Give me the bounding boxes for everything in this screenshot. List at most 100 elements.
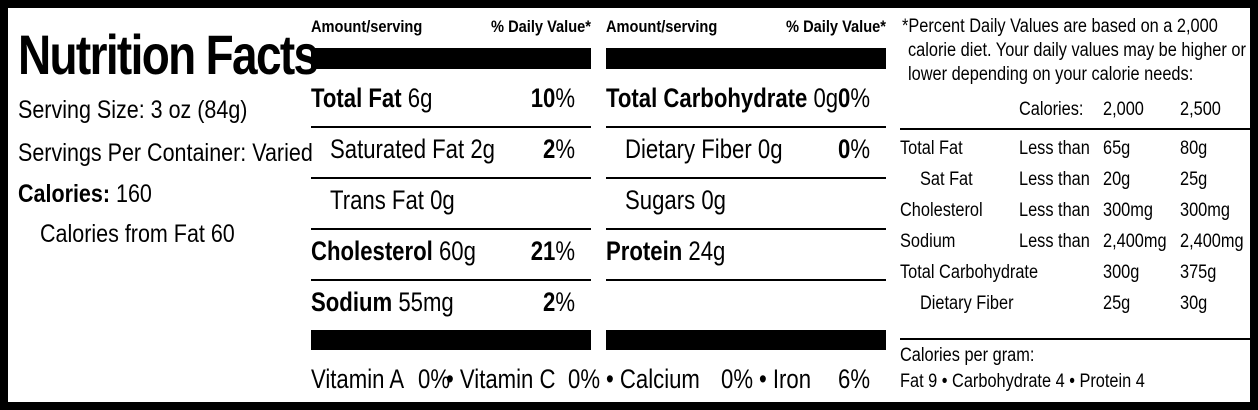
calories-per-gram-values: Fat 9 • Carbohydrate 4 • Protein 4	[900, 371, 1145, 392]
pct-sign: %	[555, 83, 575, 113]
divider	[311, 228, 591, 230]
col1-thick-bar-bottom	[311, 330, 591, 350]
fn-row-limit: Less than	[1019, 231, 1090, 252]
pct-number: 2	[542, 287, 556, 317]
footnote-divider	[900, 128, 1252, 130]
fn-row-2500: 2,400mg	[1180, 231, 1244, 252]
col2-thick-bar-bottom	[606, 330, 886, 350]
col2-row-protein: Protein 24g	[606, 236, 725, 267]
fn-row-name: Cholesterol	[900, 200, 983, 221]
fn-row-2500: 375g	[1180, 262, 1217, 283]
col1-row-total-fat: Total Fat 6g	[311, 83, 432, 114]
row-name: Dietary Fiber	[625, 134, 752, 164]
vitamin-c: • Vitamin C	[446, 364, 556, 394]
fn-row-2500: 25g	[1180, 169, 1208, 190]
serving-size: Serving Size: 3 oz (84g)	[18, 96, 248, 124]
divider	[606, 126, 886, 128]
divider	[606, 177, 886, 179]
row-name: Sugars	[625, 185, 696, 215]
row-amount: 55mg	[398, 287, 454, 317]
pct-number: 0	[837, 134, 851, 164]
col2-header-dv: % Daily Value*	[786, 17, 886, 36]
fn-row-2000: 20g	[1103, 169, 1131, 190]
row-amount: 2g	[470, 134, 495, 164]
col1-pct-saturated-fat: 2%	[543, 134, 575, 165]
fn-row-name: Sat Fat	[920, 169, 973, 190]
col2-pct-total-carbohydrate: 0%	[838, 83, 870, 114]
calcium: • Calcium	[606, 364, 700, 394]
calories-from-fat: Calories from Fat 60	[40, 220, 235, 248]
vitamin-a-value: 0%	[418, 364, 451, 394]
fn-row-name: Total Fat	[900, 138, 963, 159]
vitamin-c-value: 0%	[568, 364, 601, 394]
col1-pct-sodium: 2%	[543, 287, 575, 318]
row-name: Total Carbohydrate	[606, 83, 808, 113]
fn-row-name: Dietary Fiber	[920, 293, 1014, 314]
col1-row-sodium: Sodium 55mg	[311, 287, 454, 318]
calories-label: Calories:	[18, 180, 111, 208]
iron-value: 6%	[837, 364, 870, 394]
col1-header-dv: % Daily Value*	[491, 17, 591, 36]
col2-row-sugars: Sugars 0g	[625, 185, 726, 216]
pct-number: 21	[530, 236, 556, 266]
servings-per-container: Servings Per Container: Varied	[18, 139, 313, 167]
row-amount: 6g	[407, 83, 433, 113]
footnote-col-2500: 2,500	[1180, 99, 1221, 120]
col1-row-trans-fat: Trans Fat 0g	[330, 185, 455, 216]
title: Nutrition Facts	[18, 23, 319, 86]
col2-thick-bar-top	[606, 48, 886, 69]
calories-line: Calories: 160	[18, 180, 152, 209]
col1-pct-total-fat: 10%	[531, 83, 575, 114]
fn-row-2000: 25g	[1103, 293, 1131, 314]
pct-number: 10	[530, 83, 556, 113]
col1-pct-cholesterol: 21%	[531, 236, 575, 267]
col1-row-cholesterol: Cholesterol 60g	[311, 236, 476, 267]
row-amount: 0g	[701, 185, 726, 215]
fn-row-2000: 65g	[1103, 138, 1131, 159]
footnote-col-2000: 2,000	[1103, 99, 1144, 120]
row-amount: 0g	[430, 185, 455, 215]
fn-row-2000: 2,400mg	[1103, 231, 1167, 252]
fn-row-limit: Less than	[1019, 138, 1090, 159]
pct-sign: %	[850, 134, 870, 164]
footnote-line-2: calorie diet. Your daily values may be h…	[908, 40, 1246, 61]
fn-row-2500: 300mg	[1180, 200, 1230, 221]
pct-sign: %	[555, 134, 575, 164]
footnote-calories-header: Calories:	[1019, 99, 1084, 120]
fn-row-limit: Less than	[1019, 200, 1090, 221]
row-amount: 0g	[813, 83, 839, 113]
divider	[311, 126, 591, 128]
footnote-line-1: *Percent Daily Values are based on a 2,0…	[902, 16, 1218, 37]
row-amount: 60g	[438, 236, 476, 266]
footnote-divider	[900, 338, 1252, 340]
pct-number: 0	[837, 83, 851, 113]
row-name: Sodium	[311, 287, 393, 317]
row-amount: 24g	[688, 236, 726, 266]
row-name: Protein	[606, 236, 683, 266]
col1-row-saturated-fat: Saturated Fat 2g	[330, 134, 495, 165]
fn-row-name: Total Carbohydrate	[900, 262, 1039, 283]
pct-sign: %	[555, 287, 575, 317]
row-amount: 0g	[757, 134, 783, 164]
divider	[606, 228, 886, 230]
col2-row-dietary-fiber: Dietary Fiber 0g	[625, 134, 783, 165]
divider	[606, 279, 886, 281]
footnote-line-3: lower depending on your calorie needs:	[908, 64, 1194, 85]
vitamin-a: Vitamin A	[311, 364, 404, 395]
col2-pct-dietary-fiber: 0%	[838, 134, 870, 165]
calories-value: 160	[115, 180, 152, 208]
row-name: Trans Fat	[330, 185, 424, 215]
row-name: Total Fat	[311, 83, 402, 113]
col1-thick-bar-top	[311, 48, 591, 69]
calcium-value: 0%	[721, 364, 754, 394]
col1-header-amount: Amount/serving	[311, 17, 423, 36]
col2-row-total-carbohydrate: Total Carbohydrate 0g	[606, 83, 838, 114]
calories-per-gram-label: Calories per gram:	[900, 345, 1035, 366]
pct-number: 2	[542, 134, 556, 164]
fn-row-2000: 300mg	[1103, 200, 1153, 221]
fn-row-limit: Less than	[1019, 169, 1090, 190]
row-name: Cholesterol	[311, 236, 433, 266]
pct-sign: %	[555, 236, 575, 266]
fn-row-2500: 30g	[1180, 293, 1208, 314]
